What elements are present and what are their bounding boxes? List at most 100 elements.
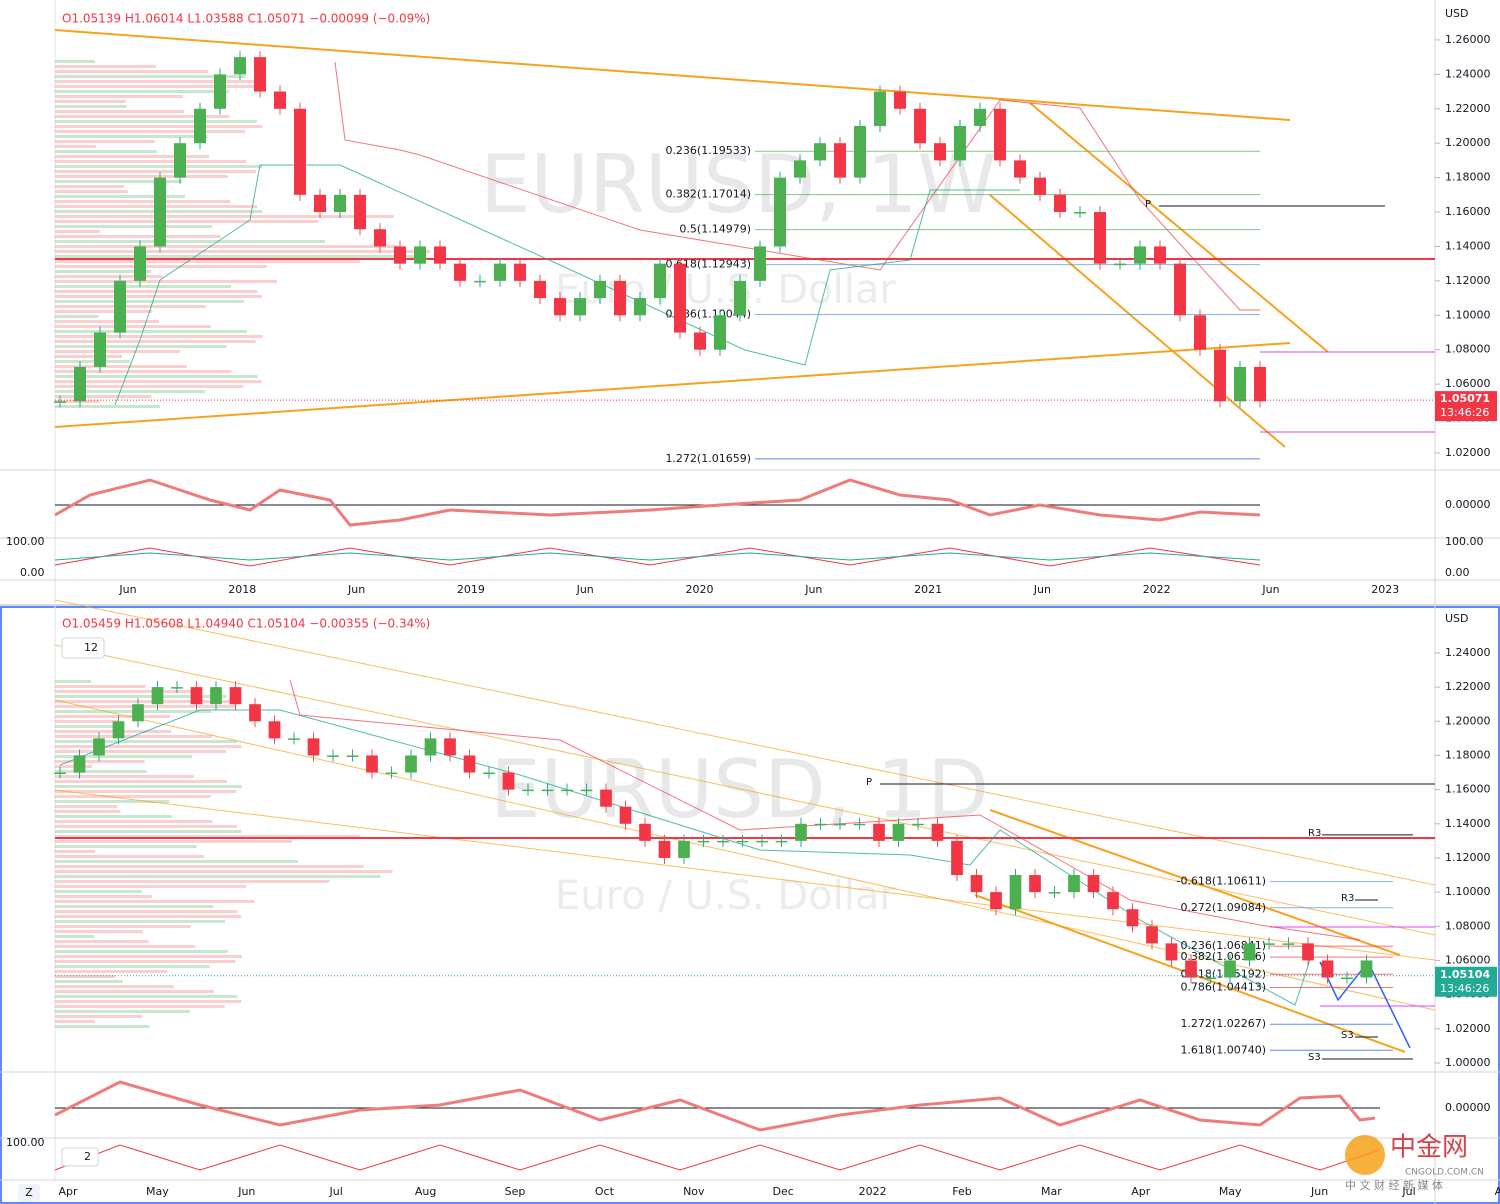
profile-bar xyxy=(55,100,126,103)
candle-body xyxy=(1054,194,1066,213)
candle-body xyxy=(912,823,924,826)
profile-bar xyxy=(55,865,364,868)
candle-body xyxy=(1009,875,1022,910)
interval-button[interactable] xyxy=(61,1147,99,1167)
profile-bar xyxy=(55,395,152,398)
y-tick-label: 1.22000 xyxy=(1445,102,1491,115)
profile-bar xyxy=(55,955,242,958)
candle-body xyxy=(1029,875,1041,893)
x-tick-label: 2020 xyxy=(686,583,714,596)
profile-bar xyxy=(55,765,93,768)
fib-label: 0.382(1.17014) xyxy=(665,188,751,201)
candle-body xyxy=(385,772,398,775)
profile-bar xyxy=(55,190,128,193)
zoom-button[interactable] xyxy=(18,1184,40,1202)
profile-bar xyxy=(55,935,95,938)
interval-button[interactable] xyxy=(61,637,105,659)
profile-bar xyxy=(55,680,91,683)
trend-line xyxy=(989,194,1286,448)
candle-body xyxy=(674,263,686,333)
fib-label: 0.5(1.14979) xyxy=(679,223,751,236)
candle-body xyxy=(658,840,671,858)
currency-label[interactable]: USD xyxy=(1445,7,1469,20)
profile-bar xyxy=(55,825,237,828)
osc-label: 100.00 xyxy=(6,1136,45,1149)
candle-body xyxy=(1048,892,1061,894)
zoom-label[interactable]: Z xyxy=(25,1186,33,1199)
candle-body xyxy=(694,332,706,350)
trend-line xyxy=(54,342,1291,428)
profile-bar xyxy=(55,770,147,773)
candle-body xyxy=(580,789,593,792)
candle-body xyxy=(405,755,417,773)
candle-body xyxy=(795,823,807,841)
profile-bar xyxy=(55,165,263,168)
profile-bar xyxy=(55,820,213,823)
y-tick-label: 1.12000 xyxy=(1445,274,1491,287)
y-tick-label: 1.06000 xyxy=(1445,953,1491,966)
interval-value[interactable]: 2 xyxy=(84,1150,91,1163)
profile-bar xyxy=(55,325,211,328)
candle-body xyxy=(1094,212,1106,264)
candle-body xyxy=(561,789,573,792)
x-tick-label: Apr xyxy=(58,1185,78,1198)
candle-body xyxy=(54,772,66,775)
profile-bar xyxy=(55,220,319,223)
profile-bar xyxy=(55,90,229,93)
x-tick-label: May xyxy=(146,1185,169,1198)
candle-body xyxy=(366,755,378,773)
profile-bar xyxy=(55,315,99,318)
stochastic-line xyxy=(54,1144,1381,1171)
profile-bar xyxy=(55,340,256,343)
profile-bar xyxy=(55,685,146,688)
profile-bar xyxy=(55,140,155,143)
profile-bar xyxy=(55,300,244,303)
candle-body xyxy=(171,687,183,689)
candle-body xyxy=(1282,943,1295,945)
profile-bar xyxy=(55,355,122,358)
price-tag-label: 1.05104 xyxy=(1440,968,1490,981)
stop-line xyxy=(289,679,1361,941)
candle-body xyxy=(1263,943,1275,945)
candle-body xyxy=(294,108,306,195)
interval-value[interactable]: 12 xyxy=(84,641,98,654)
x-tick-label: 2022 xyxy=(1143,583,1171,596)
profile-bar xyxy=(55,295,262,298)
fib-label: 0.272(1.09084) xyxy=(1180,901,1266,914)
profile-bar xyxy=(55,875,381,878)
currency-label[interactable]: USD xyxy=(1445,612,1469,625)
profile-bar xyxy=(55,170,257,173)
y-tick-label: 1.08000 xyxy=(1445,919,1491,932)
candle-body xyxy=(639,823,651,841)
profile-bar xyxy=(55,80,263,83)
channel-line xyxy=(54,699,1436,1011)
profile-bar xyxy=(55,250,431,253)
candle-body xyxy=(834,143,846,178)
profile-bar xyxy=(55,110,185,113)
candle-body xyxy=(132,704,144,722)
profile-bar xyxy=(55,810,121,813)
x-tick-label: Oct xyxy=(595,1185,615,1198)
profile-bar xyxy=(55,370,232,373)
profile-bar xyxy=(55,890,142,893)
candle-body xyxy=(210,687,222,705)
candle-body xyxy=(794,160,806,178)
candle-body xyxy=(1204,977,1217,980)
candle-body xyxy=(134,246,146,281)
candle-body xyxy=(754,246,766,281)
profile-bar xyxy=(55,70,209,73)
candle-body xyxy=(1114,263,1126,266)
profile-bar xyxy=(55,930,143,933)
candle-body xyxy=(151,687,164,705)
candle-body xyxy=(454,263,466,281)
candle-body xyxy=(534,280,546,299)
x-tick-label: Jul xyxy=(329,1185,343,1198)
fib-label: 0.618(1.05192) xyxy=(1180,967,1266,980)
candle-body xyxy=(1224,960,1236,978)
candle-body xyxy=(444,738,456,756)
profile-bar xyxy=(55,330,247,333)
profile-bar xyxy=(55,350,181,353)
profile-bar xyxy=(55,215,394,218)
profile-bar xyxy=(55,335,263,338)
candle-body xyxy=(736,840,749,843)
